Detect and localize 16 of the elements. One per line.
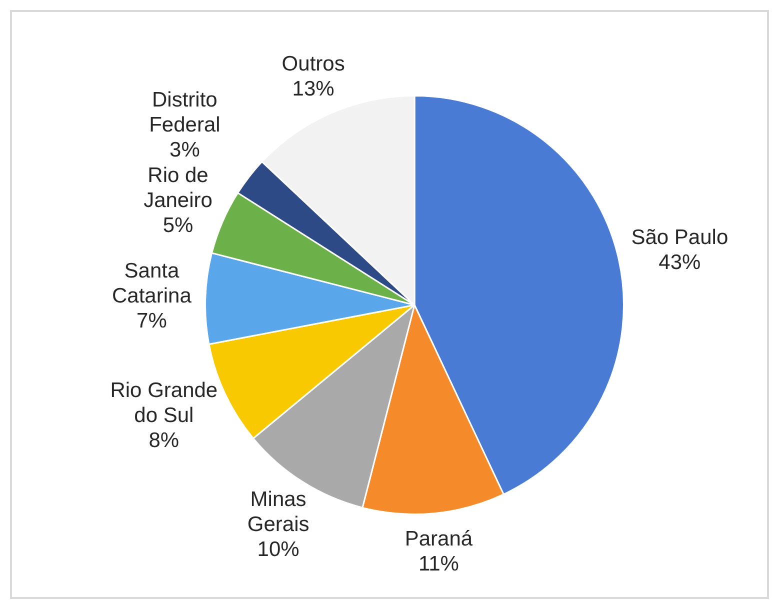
slice-label: São Paulo <box>631 226 728 250</box>
slice-label: Paraná <box>404 527 473 550</box>
slice-label: Outros <box>282 52 345 76</box>
data-label: 11% <box>418 552 459 576</box>
slice-label: Rio de Janeiro <box>144 164 212 212</box>
data-label: 5% <box>162 214 194 238</box>
slice-label: Minas Gerais <box>247 488 310 536</box>
slice-label: Distrito Federal <box>149 88 220 136</box>
data-label: 3% <box>170 138 200 162</box>
slice-label: Santa Catarina <box>112 260 192 308</box>
data-label: 13% <box>292 77 334 100</box>
data-label: 7% <box>136 310 167 333</box>
data-label: 43% <box>658 251 701 274</box>
data-label: 8% <box>148 428 180 452</box>
data-label: 10% <box>257 538 300 561</box>
slice-label: Rio Grande do Sul <box>110 378 218 427</box>
